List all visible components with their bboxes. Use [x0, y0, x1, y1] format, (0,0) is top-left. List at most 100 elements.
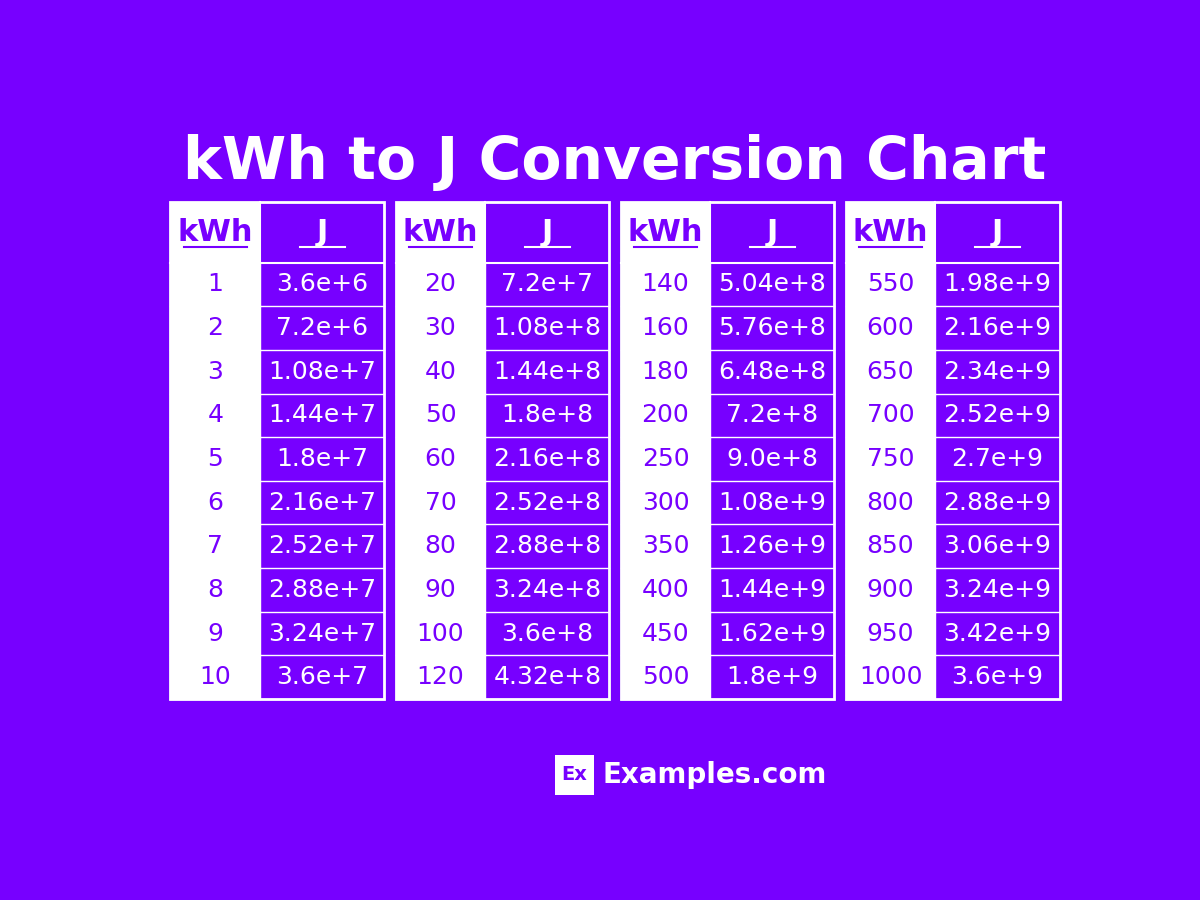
Bar [846, 655, 936, 699]
Text: 1.8e+9: 1.8e+9 [726, 665, 818, 689]
Bar [936, 568, 1060, 612]
Bar [170, 481, 260, 525]
Bar [846, 612, 936, 655]
Text: 140: 140 [642, 273, 689, 296]
Bar [846, 568, 936, 612]
Text: 200: 200 [642, 403, 689, 427]
Bar [936, 202, 1060, 263]
Text: 6.48e+8: 6.48e+8 [719, 360, 827, 383]
Text: 1: 1 [208, 273, 223, 296]
Text: 1.98e+9: 1.98e+9 [943, 273, 1051, 296]
Text: 250: 250 [642, 447, 689, 471]
Bar [396, 263, 485, 306]
Bar [396, 350, 485, 393]
Bar [620, 525, 710, 568]
Bar [170, 525, 260, 568]
Bar [710, 263, 834, 306]
Text: 1000: 1000 [859, 665, 923, 689]
Text: 20: 20 [425, 273, 456, 296]
Bar [260, 350, 384, 393]
Text: 2.34e+9: 2.34e+9 [943, 360, 1051, 383]
Bar [936, 263, 1060, 306]
Bar [554, 754, 594, 795]
Bar [710, 655, 834, 699]
Bar [485, 393, 610, 437]
Bar [396, 437, 485, 481]
Text: 70: 70 [425, 491, 456, 515]
Bar [260, 263, 384, 306]
Text: Examples.com: Examples.com [602, 760, 827, 788]
Bar [170, 393, 260, 437]
Text: 2.52e+8: 2.52e+8 [493, 491, 601, 515]
Bar [620, 263, 710, 306]
Bar [936, 437, 1060, 481]
Bar [396, 568, 485, 612]
Bar [620, 306, 710, 350]
Text: 2.16e+8: 2.16e+8 [493, 447, 601, 471]
Text: kWh: kWh [403, 218, 478, 247]
Bar [846, 350, 936, 393]
Text: 90: 90 [425, 578, 456, 602]
Bar [620, 350, 710, 393]
Bar [710, 202, 834, 263]
Text: 80: 80 [425, 535, 456, 558]
Text: 1.08e+9: 1.08e+9 [719, 491, 827, 515]
Bar [260, 393, 384, 437]
Text: 2: 2 [208, 316, 223, 340]
Text: 7.2e+7: 7.2e+7 [502, 273, 593, 296]
Bar [846, 393, 936, 437]
Text: 3.6e+9: 3.6e+9 [952, 665, 1044, 689]
Text: 700: 700 [866, 403, 914, 427]
Bar [170, 568, 260, 612]
Text: 550: 550 [866, 273, 914, 296]
Bar [485, 612, 610, 655]
Text: 600: 600 [866, 316, 914, 340]
Bar [710, 306, 834, 350]
Bar [710, 525, 834, 568]
Text: 50: 50 [425, 403, 456, 427]
Text: 300: 300 [642, 491, 689, 515]
Bar [396, 612, 485, 655]
Text: 850: 850 [866, 535, 914, 558]
Text: 3.6e+6: 3.6e+6 [276, 273, 368, 296]
Text: 7: 7 [208, 535, 223, 558]
Text: kWh: kWh [628, 218, 703, 247]
Text: 3.6e+7: 3.6e+7 [276, 665, 368, 689]
Text: 10: 10 [199, 665, 232, 689]
Text: 5.04e+8: 5.04e+8 [719, 273, 827, 296]
Bar [260, 202, 384, 263]
Bar [170, 306, 260, 350]
Text: 2.16e+9: 2.16e+9 [943, 316, 1051, 340]
Bar [936, 306, 1060, 350]
Text: 6: 6 [208, 491, 223, 515]
Text: 750: 750 [866, 447, 914, 471]
Text: 3.24e+8: 3.24e+8 [493, 578, 601, 602]
Text: 3.42e+9: 3.42e+9 [943, 622, 1051, 645]
Text: 40: 40 [425, 360, 456, 383]
Text: J: J [317, 218, 328, 247]
Text: 3.06e+9: 3.06e+9 [943, 535, 1051, 558]
Text: 4: 4 [208, 403, 223, 427]
Text: 60: 60 [425, 447, 456, 471]
Bar [485, 568, 610, 612]
Bar [710, 612, 834, 655]
Bar [170, 350, 260, 393]
Bar [620, 481, 710, 525]
Bar [620, 612, 710, 655]
Text: 120: 120 [416, 665, 464, 689]
Text: 1.8e+8: 1.8e+8 [502, 403, 594, 427]
Text: 4.32e+8: 4.32e+8 [493, 665, 601, 689]
Text: 1.8e+7: 1.8e+7 [276, 447, 368, 471]
Bar [260, 612, 384, 655]
Bar [936, 612, 1060, 655]
Text: 1.44e+9: 1.44e+9 [719, 578, 827, 602]
Bar [260, 525, 384, 568]
Bar [260, 655, 384, 699]
Bar [710, 568, 834, 612]
Text: 3.24e+9: 3.24e+9 [943, 578, 1051, 602]
Text: Ex: Ex [562, 765, 587, 784]
Bar [846, 202, 936, 263]
Text: 2.88e+8: 2.88e+8 [493, 535, 601, 558]
Bar [485, 263, 610, 306]
Bar [710, 350, 834, 393]
